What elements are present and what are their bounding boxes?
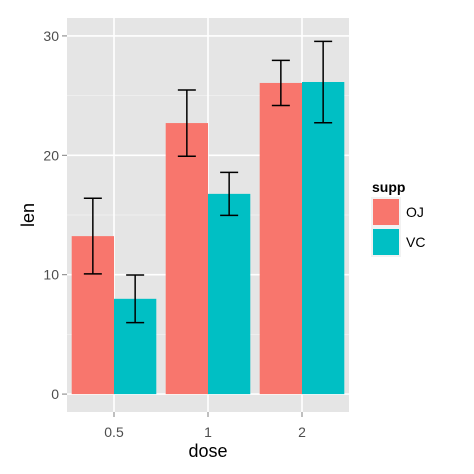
x-tick-label: 2 (298, 424, 306, 440)
y-tick-label: 30 (43, 28, 59, 44)
legend-label-oj: OJ (406, 204, 424, 220)
y-tick-label: 20 (43, 147, 59, 163)
legend-title: supp (372, 179, 405, 195)
y-axis-title: len (18, 203, 38, 227)
bar-oj (165, 123, 208, 395)
legend: supp OJ VC (371, 179, 425, 257)
bar-vc (208, 193, 251, 395)
legend-swatch-vc (373, 229, 399, 255)
x-axis: 0.5 1 2 (104, 412, 306, 440)
x-tick-label: 0.5 (104, 424, 124, 440)
x-axis-title: dose (188, 441, 227, 461)
y-axis: 0 10 20 30 (43, 28, 67, 402)
bar-oj (259, 82, 302, 395)
y-tick-label: 10 (43, 267, 59, 283)
bars (71, 81, 345, 395)
error-bars (83, 40, 333, 324)
y-tick-label: 0 (51, 386, 59, 402)
legend-swatch-oj (373, 199, 399, 225)
x-tick-label: 1 (204, 424, 212, 440)
bar-vc (302, 81, 345, 395)
legend-label-vc: VC (406, 234, 425, 250)
